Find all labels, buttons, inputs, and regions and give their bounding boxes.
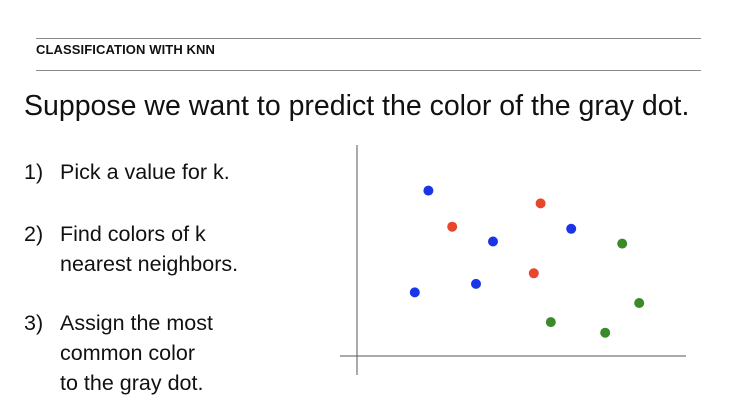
step-3: 3) Assign the most common color to the gr… xyxy=(24,308,213,398)
step-2: 2) Find colors of k nearest neighbors. xyxy=(24,219,238,279)
step-1-line-1: Pick a value for k. xyxy=(60,160,230,184)
blue-point-5 xyxy=(566,223,577,234)
step-3-line-2: common color xyxy=(60,341,196,365)
red-point-3 xyxy=(528,268,539,279)
blue-point-2 xyxy=(488,236,498,247)
step-3-line-1: Assign the most xyxy=(60,311,213,335)
blue-point-1 xyxy=(423,185,434,196)
green-point-2 xyxy=(634,298,645,308)
step-3-number: 3) xyxy=(24,311,44,335)
step-2-number: 2) xyxy=(24,222,44,246)
step-1-number: 1) xyxy=(24,160,44,184)
header-top-rule xyxy=(36,38,701,39)
step-2-line-1: Find colors of k xyxy=(60,222,206,246)
steps-list: 1) Pick a value for k. 2) Find colors of k… xyxy=(24,0,344,414)
section-label: CLASSIFICATION WITH KNN xyxy=(36,42,215,57)
red-point-2 xyxy=(535,198,546,209)
scatter-points xyxy=(409,185,645,338)
green-point-4 xyxy=(600,327,611,338)
blue-point-4 xyxy=(409,287,420,298)
step-1: 1) Pick a value for k. xyxy=(24,157,230,187)
step-2-line-2: nearest neighbors. xyxy=(60,252,239,276)
step-3-line-3: to the gray dot. xyxy=(60,371,204,395)
blue-point-3 xyxy=(471,278,481,289)
green-point-3 xyxy=(545,317,556,328)
green-point-1 xyxy=(617,238,628,249)
header-bottom-rule xyxy=(36,70,701,71)
slide-headline: Suppose we want to predict the color of … xyxy=(24,90,690,122)
red-point-1 xyxy=(447,221,458,232)
